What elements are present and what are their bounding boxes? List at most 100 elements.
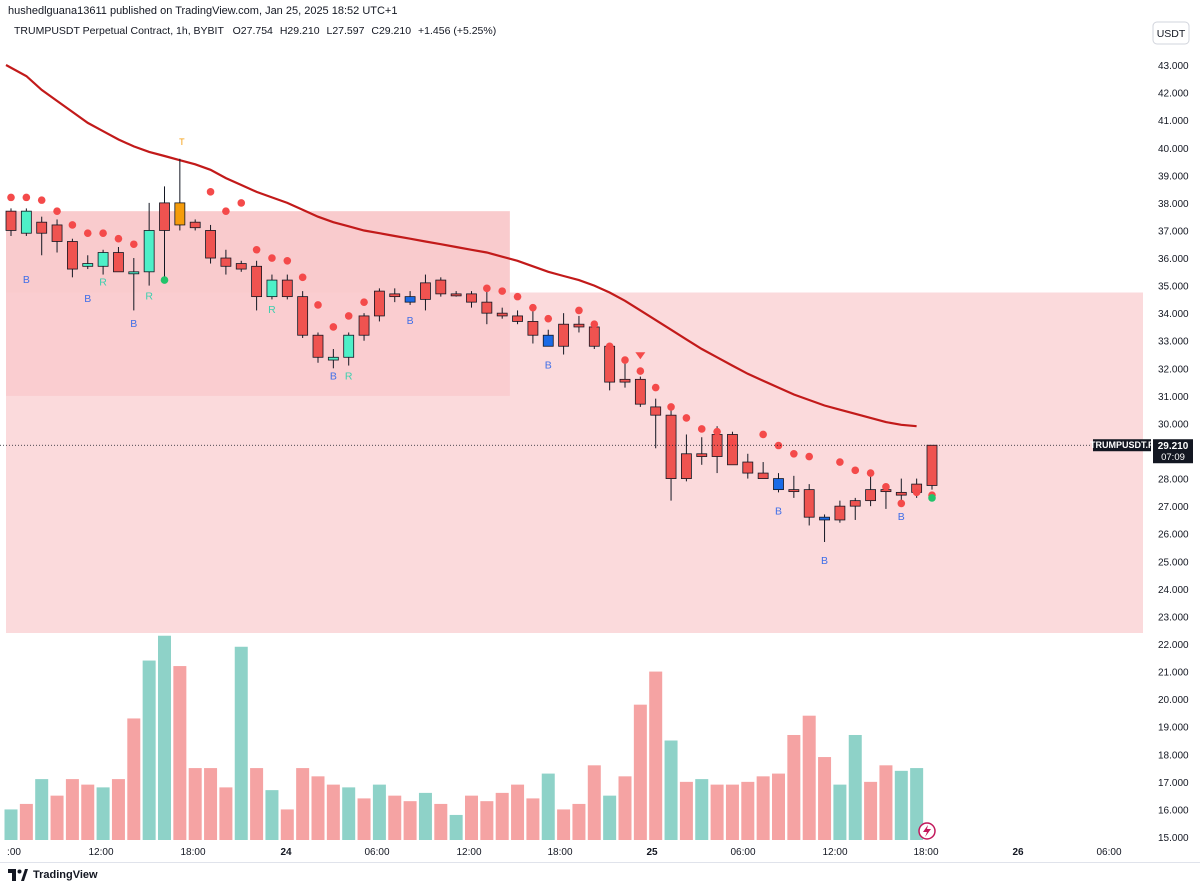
- y-tick-label: 16.000: [1158, 805, 1189, 816]
- volume-bar: [541, 773, 555, 840]
- zone-1: [6, 292, 1143, 633]
- signal-dot: [7, 193, 15, 202]
- candle-body: [435, 279, 447, 295]
- y-tick-label: 33.000: [1158, 337, 1189, 348]
- candle-body: [36, 221, 48, 234]
- signal-dot: [667, 403, 675, 411]
- candle: [926, 444, 938, 490]
- candle-body: [67, 241, 78, 270]
- tradingview-logo[interactable]: TradingView: [8, 869, 98, 881]
- candle: [696, 437, 708, 465]
- candle-body: [220, 257, 232, 267]
- candle: [36, 216, 48, 256]
- publish-bar: hushedlguana13611 published on TradingVi…: [0, 0, 1200, 20]
- volume-bar: [848, 734, 862, 840]
- candle-body: [113, 252, 124, 273]
- legend-low-label: L: [326, 25, 332, 37]
- candle: [266, 274, 278, 300]
- moving-average-line: [5, 64, 917, 428]
- price-axis[interactable]: 15.000 16.000 17.000 18.000 19.000 20.000 21.0…: [1158, 61, 1189, 844]
- y-tick-label: 23.000: [1158, 612, 1189, 623]
- x-tick-label: 18:00: [547, 847, 572, 858]
- signal-dot: [575, 306, 583, 315]
- candle-body: [742, 461, 754, 474]
- candle: [512, 310, 523, 325]
- y-tick-label: 32.000: [1158, 364, 1189, 375]
- candle-body: [5, 210, 17, 231]
- y-tick-label: 34.000: [1158, 309, 1189, 320]
- y-tick-label: 24.000: [1158, 585, 1189, 596]
- legend-high: 29.210: [287, 25, 319, 37]
- last-price-value: 29.210: [1158, 441, 1189, 452]
- candle: [82, 255, 94, 270]
- signal-dot: [99, 229, 107, 238]
- volume-bar: [311, 776, 325, 840]
- candle: [51, 219, 63, 253]
- signal-dot: [344, 312, 353, 320]
- signal-label-b: B: [330, 370, 337, 382]
- candle-body: [481, 301, 493, 314]
- x-tick-label: :00: [7, 847, 21, 858]
- volume-bar: [449, 814, 463, 840]
- candle: [619, 362, 631, 388]
- signal-dot-green: [928, 494, 936, 502]
- candle: [327, 349, 339, 369]
- signal-dot: [590, 320, 599, 328]
- candle-body: [159, 202, 170, 231]
- candle: [113, 247, 124, 273]
- signal-dot: [851, 466, 860, 475]
- volume-bar: [219, 787, 233, 840]
- candle-body: [420, 282, 431, 300]
- bolt-badge[interactable]: [918, 822, 936, 840]
- volume-bar: [357, 798, 371, 840]
- signal-dot: [912, 488, 921, 497]
- signal-dot: [206, 188, 215, 196]
- y-tick-label: 41.000: [1158, 116, 1189, 127]
- volume-bar: [633, 704, 647, 840]
- candle-body: [327, 356, 339, 361]
- volume-bar: [434, 803, 448, 840]
- y-tick-label: 27.000: [1158, 502, 1189, 513]
- volume-bar: [879, 765, 893, 840]
- candle: [20, 208, 32, 236]
- x-tick-label: 06:00: [364, 847, 389, 858]
- signal-dot: [298, 273, 307, 282]
- candle: [205, 224, 216, 264]
- signal-label-r: R: [145, 290, 153, 302]
- currency-button[interactable]: USDT: [1152, 21, 1190, 45]
- candle-body: [834, 505, 846, 521]
- candle: [849, 497, 861, 520]
- candle-body: [297, 296, 309, 336]
- signal-dot: [759, 430, 767, 439]
- x-tick-label: 24: [280, 847, 292, 858]
- y-tick-label: 20.000: [1158, 695, 1189, 706]
- volume-bar: [111, 779, 125, 840]
- signal-label-b: B: [821, 555, 828, 567]
- signal-dot: [713, 427, 721, 436]
- volume-bar: [572, 803, 586, 840]
- signal-dot: [314, 301, 322, 309]
- x-tick-label: 12:00: [822, 847, 847, 858]
- volume-bar: [296, 768, 310, 840]
- volume-bar: [142, 660, 156, 840]
- x-tick-label: 06:00: [1096, 847, 1121, 858]
- candle: [788, 475, 800, 498]
- volume-bar: [772, 773, 785, 840]
- x-tick-label: 25: [646, 847, 658, 858]
- candle-body: [634, 378, 646, 405]
- volume-bar: [158, 635, 171, 840]
- svg-text:TRUMPUSDT Perpetual Contract,: TRUMPUSDT Perpetual Contract, 1h, BYBIT …: [14, 25, 496, 37]
- volume-bar: [741, 781, 755, 840]
- y-tick-label: 25.000: [1158, 557, 1189, 568]
- y-tick-label: 15.000: [1158, 833, 1189, 844]
- time-axis[interactable]: :00 12:00 18:00 24 06:00 12:00 18:00 25 06:00 12:…: [7, 847, 1122, 858]
- candle-body: [558, 323, 569, 347]
- volume-bar: [557, 809, 571, 840]
- signal-dot: [222, 207, 230, 215]
- candle-body: [312, 334, 324, 358]
- candle: [665, 409, 677, 501]
- y-tick-label: 36.000: [1158, 254, 1189, 265]
- signal-label-b: B: [775, 505, 782, 517]
- volume-bar: [495, 792, 509, 840]
